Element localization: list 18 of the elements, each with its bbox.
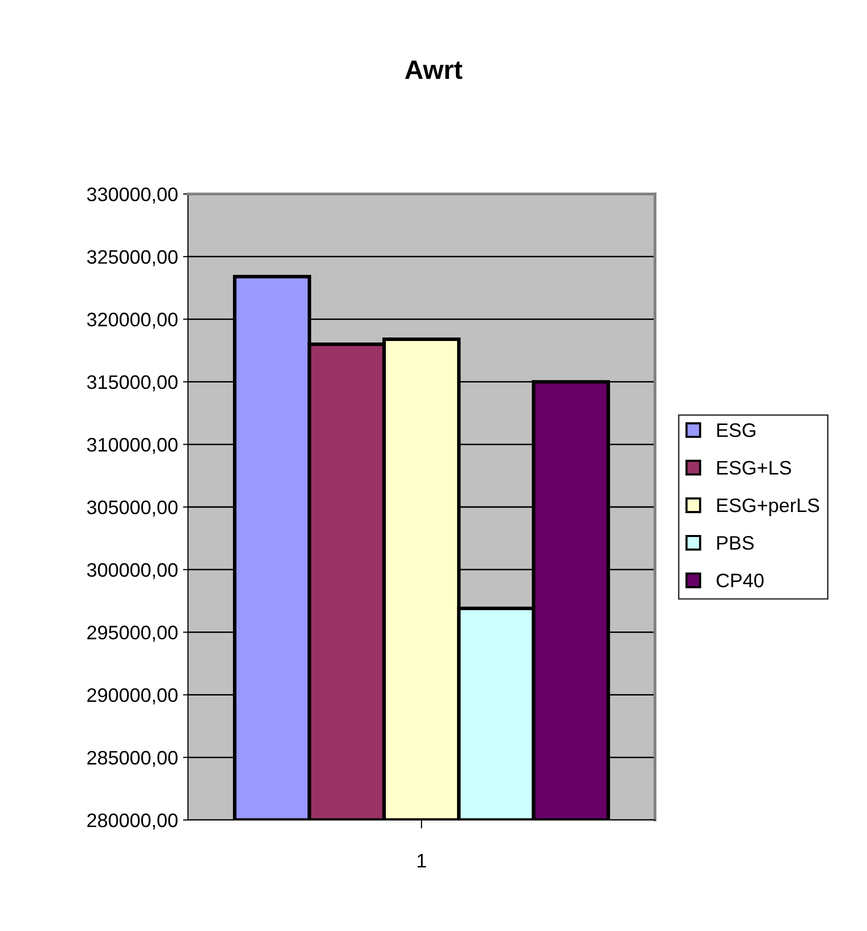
chart-title: Awrt (405, 60, 462, 80)
legend-label: ESG+LS (717, 460, 791, 475)
y-tick-label: 315000,00 (87, 375, 178, 392)
legend-label: PBS (717, 536, 754, 550)
x-tick-label: 1 (418, 854, 426, 868)
y-tick-label: 330000,00 (87, 187, 178, 204)
legend-label: ESG+perLS (717, 498, 820, 516)
legend-label: ESG (717, 423, 756, 438)
y-tick-label: 310000,00 (87, 438, 178, 454)
y-tick-label: 295000,00 (87, 626, 178, 642)
y-tick-label: 305000,00 (87, 500, 178, 517)
y-tick-label: 290000,00 (87, 688, 178, 704)
y-tick-label: 300000,00 (87, 563, 178, 580)
y-tick-label: 285000,00 (87, 750, 178, 767)
y-tick-label: 320000,00 (87, 312, 178, 329)
legend-label: CP40 (716, 574, 764, 588)
y-tick-label: 280000,00 (87, 813, 178, 830)
y-tick-label: 325000,00 (87, 250, 178, 266)
